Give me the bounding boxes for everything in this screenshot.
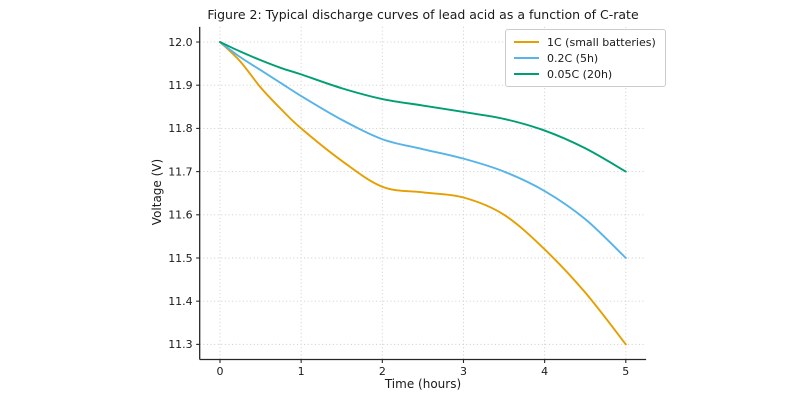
series-lines [219, 41, 627, 346]
axis-ticks [196, 41, 627, 363]
legend-label: 1C (small batteries) [547, 35, 656, 49]
series-line-2 [219, 41, 627, 173]
x-tick-label: 5 [622, 365, 629, 378]
legend-label: 0.05C (20h) [547, 67, 613, 81]
y-tick-label: 11.3 [168, 338, 193, 351]
y-tick-label: 11.8 [168, 122, 193, 135]
legend-item: 1C (small batteries) [514, 35, 656, 49]
legend: 1C (small batteries) 0.2C (5h) 0.05C (20h) [505, 29, 666, 87]
y-tick-label: 11.5 [168, 252, 193, 265]
y-tick-label: 11.9 [168, 79, 193, 92]
tick-labels: 0 1 2 3 4 5 11.3 11.4 11.5 11.6 11.7 11.8 11.9 12.0 [168, 36, 629, 378]
legend-label: 0.2C (5h) [547, 51, 599, 65]
legend-item: 0.05C (20h) [514, 67, 656, 81]
x-tick-label: 1 [298, 365, 305, 378]
x-tick-label: 2 [379, 365, 386, 378]
y-tick-label: 12.0 [168, 36, 193, 49]
legend-line-swatch [514, 57, 539, 59]
chart-title: Figure 2: Typical discharge curves of le… [207, 7, 639, 22]
x-tick-label: 0 [216, 365, 223, 378]
axes-spines [199, 26, 647, 361]
legend-line-swatch [514, 73, 539, 75]
x-tick-label: 4 [541, 365, 548, 378]
gridlines [199, 26, 647, 360]
legend-line-swatch [514, 41, 539, 43]
y-tick-label: 11.7 [168, 165, 193, 178]
y-tick-label: 11.4 [168, 295, 193, 308]
series-line-1 [219, 41, 627, 259]
y-tick-label: 11.6 [168, 209, 193, 222]
y-axis-label: Voltage (V) [150, 158, 164, 226]
series-line-0 [219, 41, 627, 346]
x-tick-label: 3 [460, 365, 467, 378]
x-axis-label: Time (hours) [384, 377, 462, 391]
legend-item: 0.2C (5h) [514, 51, 656, 65]
